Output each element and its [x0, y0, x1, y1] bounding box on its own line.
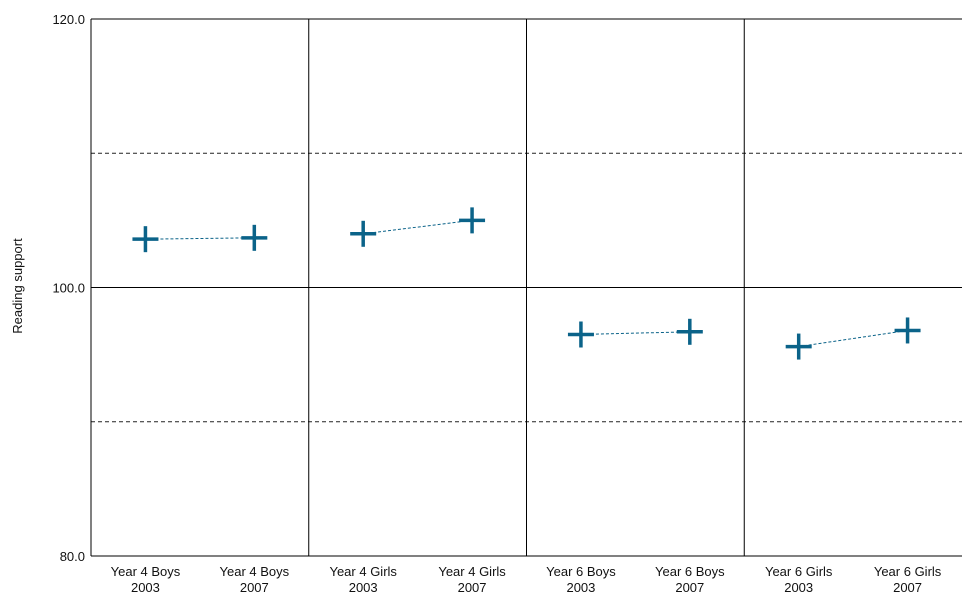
- connector-line: [363, 219, 473, 235]
- x-category-label-line1: Year 4 Boys: [220, 564, 290, 579]
- x-category-label-line2: 2007: [893, 580, 922, 595]
- x-category-label-line2: 2003: [784, 580, 813, 595]
- x-category-label-line2: 2007: [240, 580, 269, 595]
- x-category-label: Year 6 Girls 2003: [765, 564, 833, 595]
- x-category-label-line2: 2007: [458, 580, 487, 595]
- x-category-label-line1: Year 6 Boys: [546, 564, 616, 579]
- x-category-label: Year 4 Boys 2007: [220, 564, 290, 595]
- x-category-label: Year 4 Girls 2003: [329, 564, 397, 595]
- data-point-marker: [132, 226, 159, 253]
- connector-line: [580, 331, 690, 335]
- y-axis-title: Reading support: [10, 238, 25, 334]
- x-category-label-line2: 2007: [675, 580, 704, 595]
- connector-lines: [145, 219, 908, 348]
- x-category-label-line1: Year 6 Girls: [765, 564, 833, 579]
- x-category-label-line2: 2003: [131, 580, 160, 595]
- data-point-marker: [241, 224, 268, 251]
- connector-line: [145, 237, 255, 240]
- x-category-label: Year 4 Girls 2007: [438, 564, 506, 595]
- data-point-marker: [567, 321, 594, 348]
- x-category-label: Year 4 Boys 2003: [111, 564, 181, 595]
- y-tick-label: 100.0: [52, 281, 85, 296]
- y-tick-label: 120.0: [52, 12, 85, 27]
- data-point-marker: [785, 333, 812, 360]
- grid-layer: [91, 18, 962, 557]
- x-category-label-line1: Year 4 Girls: [438, 564, 506, 579]
- x-category-label-line2: 2003: [566, 580, 595, 595]
- data-markers: [132, 207, 921, 360]
- data-point-marker: [894, 317, 921, 344]
- x-category-label: Year 6 Boys 2003: [546, 564, 616, 595]
- x-category-label-line1: Year 4 Girls: [329, 564, 397, 579]
- x-category-label: Year 6 Girls 2007: [874, 564, 942, 595]
- y-tick-label: 80.0: [60, 549, 85, 564]
- data-point-marker: [676, 318, 703, 345]
- data-point-marker: [350, 220, 377, 247]
- x-category-label: Year 6 Boys 2007: [655, 564, 725, 595]
- connector-line: [798, 329, 908, 348]
- data-point-marker: [459, 207, 486, 234]
- x-category-label-line1: Year 6 Girls: [874, 564, 942, 579]
- x-category-label-line1: Year 4 Boys: [111, 564, 181, 579]
- x-category-label-line1: Year 6 Boys: [655, 564, 725, 579]
- x-category-label-line2: 2003: [349, 580, 378, 595]
